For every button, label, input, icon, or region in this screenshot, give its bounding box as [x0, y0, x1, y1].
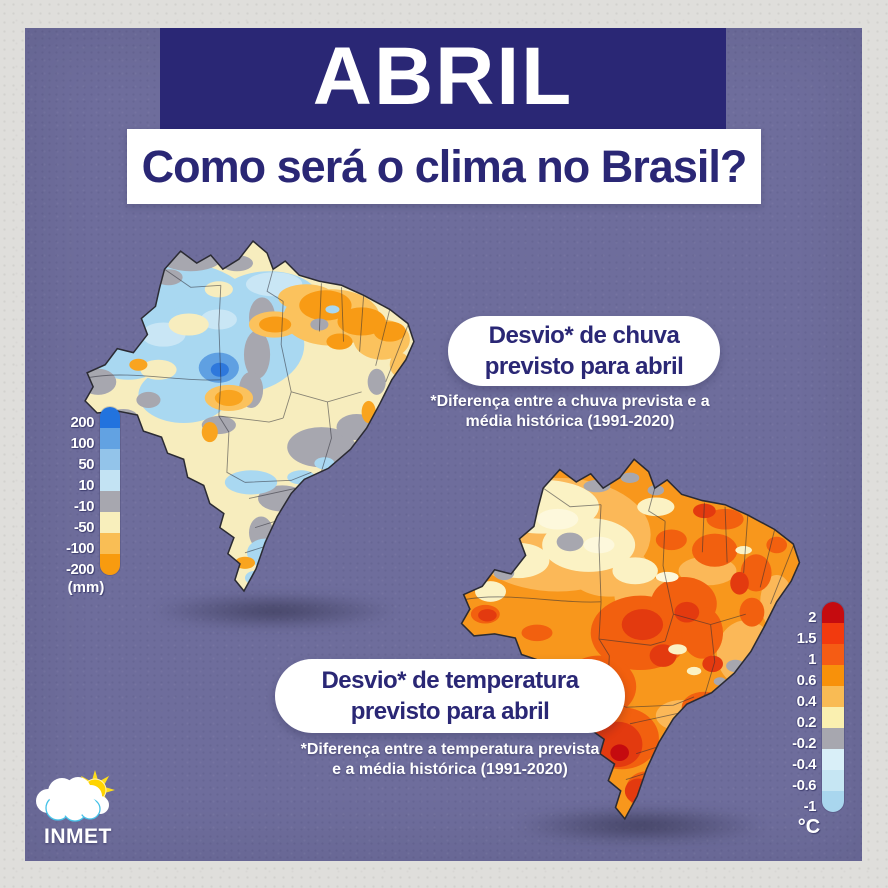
- legend-color-segment: [100, 512, 120, 533]
- rain-footnote: *Diferença entre a chuva prevista e a mé…: [415, 392, 725, 432]
- legend-tick-label: -0.4: [792, 755, 816, 773]
- legend-tick-label: 0.2: [796, 713, 817, 731]
- legend-color-segment: [100, 449, 120, 470]
- title-bar: ABRIL: [160, 28, 726, 129]
- rain-callout-line1: Desvio* de chuva: [488, 322, 680, 349]
- inmet-logo: INMET: [30, 763, 160, 858]
- legend-tick-label: 10: [78, 476, 94, 494]
- page-title: ABRIL: [312, 30, 574, 122]
- rain-legend-labels: 200 100 50 10 -10 -50 -100 -200: [52, 407, 95, 578]
- legend-color-segment: [100, 533, 120, 554]
- legend-color-segment: [822, 623, 844, 644]
- temperature-callout-line2: previsto para abril: [350, 698, 550, 725]
- legend-tick-label: -100: [65, 539, 95, 557]
- legend-color-segment: [822, 791, 844, 812]
- legend-tick-label: -50: [73, 518, 95, 536]
- subtitle-banner: Como será o clima no Brasil?: [127, 129, 761, 204]
- legend-tick-label: -0.6: [792, 776, 816, 794]
- rain-callout-line2: previsto para abril: [484, 353, 684, 380]
- temperature-map: [460, 458, 801, 820]
- legend-color-segment: [822, 602, 844, 623]
- legend-color-segment: [100, 407, 120, 428]
- legend-color-segment: [822, 770, 844, 791]
- rain-map: [84, 240, 415, 592]
- temperature-map-shadow: [468, 798, 813, 853]
- legend-color-segment: [822, 686, 844, 707]
- legend-tick-label: 200: [70, 413, 94, 431]
- legend-color-segment: [100, 428, 120, 449]
- legend-tick-label: 2: [808, 608, 816, 626]
- legend-tick-label: 0.4: [796, 692, 817, 710]
- rain-legend-colorbar: [100, 407, 120, 575]
- legend-color-segment: [822, 749, 844, 770]
- temperature-footnote-line2: e a média histórica (1991-2020): [332, 761, 568, 778]
- legend-tick-label: 100: [70, 434, 94, 452]
- legend-color-segment: [822, 707, 844, 728]
- legend-tick-label: 0.6: [796, 671, 817, 689]
- temperature-callout: Desvio* de temperatura previsto para abr…: [275, 659, 625, 733]
- temperature-legend-colorbar: [822, 602, 844, 812]
- legend-color-segment: [100, 491, 120, 512]
- cloud-icon: [36, 777, 109, 822]
- temperature-legend-labels: 2 1.5 1 0.6 0.4 0.2 -0.2 -0.4 -0.6 -1: [774, 602, 817, 815]
- legend-color-segment: [822, 728, 844, 749]
- legend-tick-label: 1: [808, 650, 816, 668]
- legend-color-segment: [822, 665, 844, 686]
- rain-legend: 200 100 50 10 -10 -50 -100 -200 (mm): [52, 407, 120, 596]
- rain-footnote-line2: média histórica (1991-2020): [465, 413, 675, 430]
- temperature-legend-unit: °C: [797, 816, 821, 838]
- temperature-legend: 2 1.5 1 0.6 0.4 0.2 -0.2 -0.4 -0.6 -1 °C: [774, 602, 844, 838]
- temperature-footnote: *Diferença entre a temperatura prevista …: [268, 740, 632, 780]
- rain-footnote-line1: *Diferença entre a chuva prevista e a: [430, 393, 710, 410]
- rain-map-shadow: [105, 585, 445, 637]
- temperature-callout-line1: Desvio* de temperatura: [321, 667, 579, 694]
- legend-tick-label: -200: [65, 560, 95, 578]
- legend-tick-label: -1: [803, 797, 817, 815]
- legend-color-segment: [100, 470, 120, 491]
- rain-callout: Desvio* de chuva previsto para abril: [448, 316, 720, 386]
- inmet-label: INMET: [44, 825, 112, 848]
- legend-color-segment: [822, 644, 844, 665]
- legend-tick-label: -0.2: [792, 734, 816, 752]
- legend-tick-label: -10: [73, 497, 95, 515]
- legend-tick-label: 50: [78, 455, 94, 473]
- legend-tick-label: 1.5: [796, 629, 817, 647]
- subtitle-text: Como será o clima no Brasil?: [141, 140, 748, 192]
- legend-color-segment: [100, 554, 120, 575]
- logo-graphic: [36, 770, 115, 822]
- temperature-footnote-line1: *Diferença entre a temperatura prevista: [300, 741, 600, 758]
- rain-legend-unit: (mm): [67, 579, 105, 596]
